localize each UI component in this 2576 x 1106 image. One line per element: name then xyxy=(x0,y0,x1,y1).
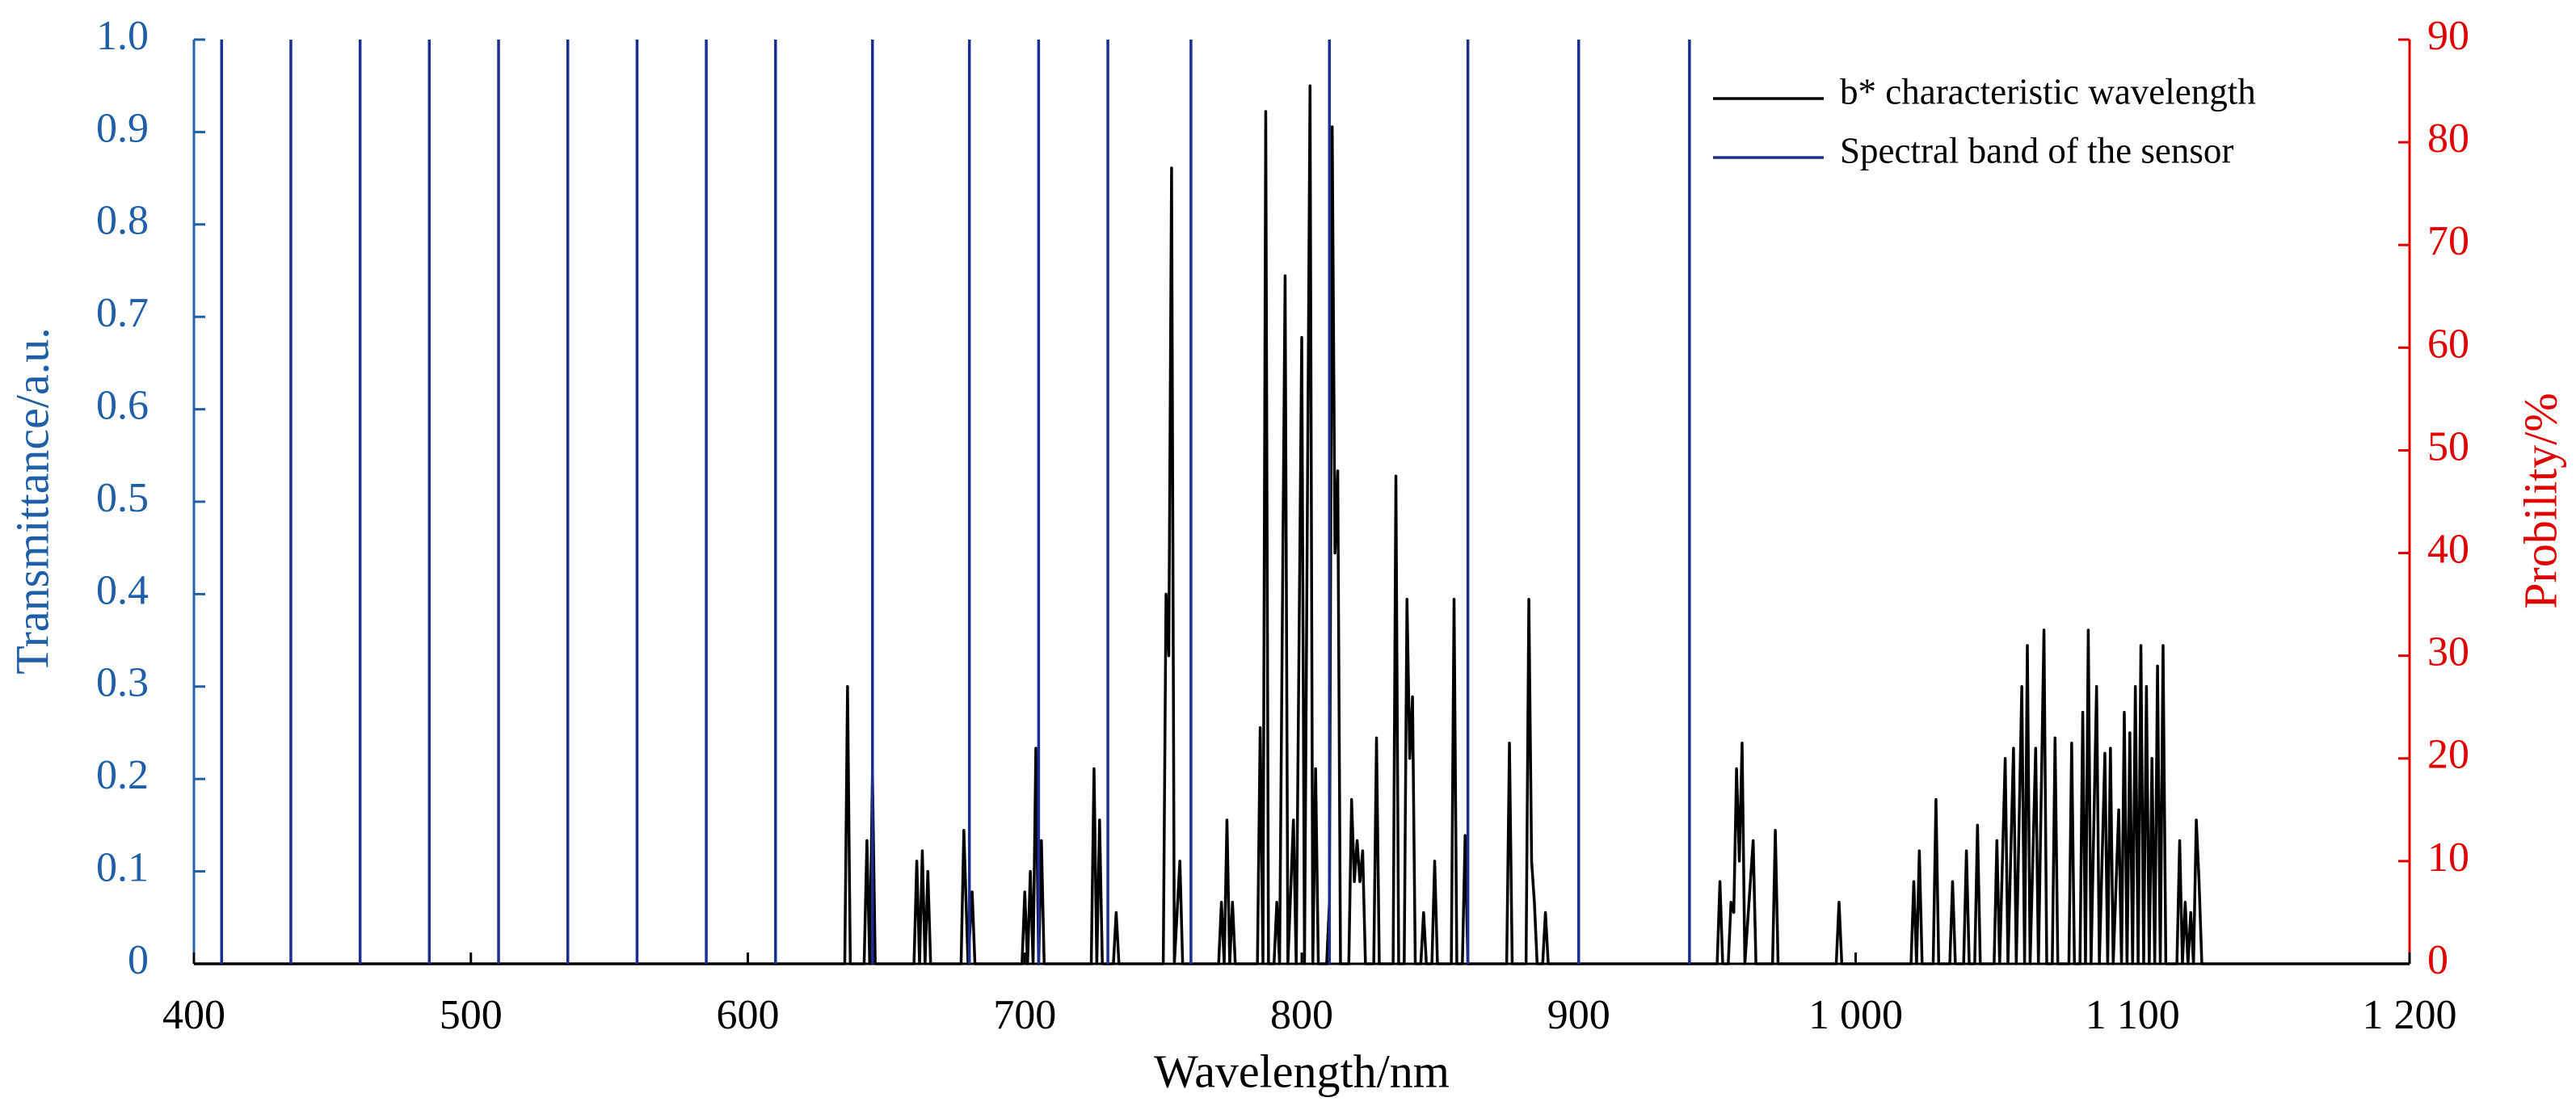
y2-tick-label: 50 xyxy=(2427,423,2469,469)
y-tick-label: 0.5 xyxy=(96,475,149,521)
y2-tick-label: 40 xyxy=(2427,526,2469,572)
y-tick-label: 0.2 xyxy=(96,752,149,798)
x-axis-label: Wavelength/nm xyxy=(1154,1045,1450,1097)
legend-label: b* characteristic wavelength xyxy=(1840,71,2256,111)
x-tick-label: 400 xyxy=(162,992,225,1038)
x-tick-label: 1 000 xyxy=(1808,992,1903,1038)
y-tick-label: 0.7 xyxy=(96,290,149,336)
y-tick-label: 0.4 xyxy=(96,567,149,613)
y-tick-label: 0.8 xyxy=(96,198,149,244)
x-tick-label: 700 xyxy=(993,992,1056,1038)
y2-tick-label: 80 xyxy=(2427,116,2469,162)
x-tick-label: 1 100 xyxy=(2086,992,2180,1038)
y-tick-label: 0.3 xyxy=(96,660,149,706)
legend-label: Spectral band of the sensor xyxy=(1840,130,2233,170)
x-tick-label: 500 xyxy=(440,992,503,1038)
x-tick-label: 1 200 xyxy=(2363,992,2457,1038)
y2-tick-label: 70 xyxy=(2427,218,2469,264)
y2-tick-label: 90 xyxy=(2427,13,2469,59)
y2-axis-label: Probility/% xyxy=(2514,393,2566,608)
y-tick-label: 0.1 xyxy=(96,845,149,891)
y2-tick-label: 20 xyxy=(2427,732,2469,778)
y2-tick-label: 10 xyxy=(2427,835,2469,881)
y2-tick-label: 60 xyxy=(2427,321,2469,367)
y-tick-label: 0.6 xyxy=(96,383,149,429)
y-tick-label: 0 xyxy=(128,937,149,983)
y2-tick-label: 30 xyxy=(2427,629,2469,675)
y-tick-label: 1.0 xyxy=(96,13,149,59)
y2-tick-label: 0 xyxy=(2427,937,2448,983)
x-tick-label: 600 xyxy=(717,992,780,1038)
x-tick-label: 900 xyxy=(1547,992,1610,1038)
data-line xyxy=(194,84,2410,965)
y-tick-label: 0.9 xyxy=(96,105,149,151)
y-axis-label: Transmittance/a.u. xyxy=(6,327,58,675)
x-tick-label: 800 xyxy=(1270,992,1333,1038)
